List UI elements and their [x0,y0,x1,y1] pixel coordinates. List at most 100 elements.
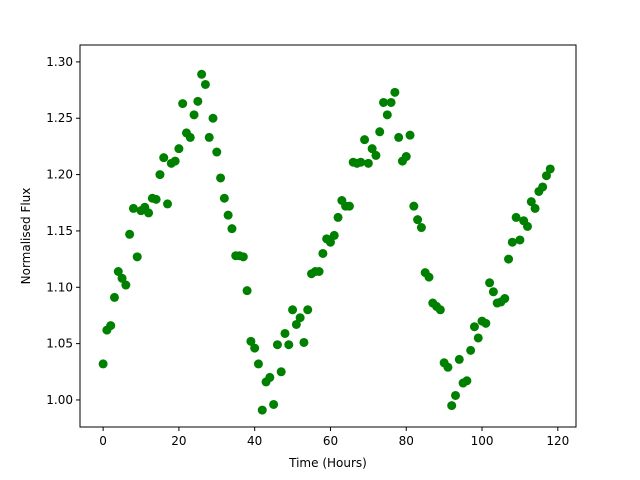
point [329,230,339,240]
point [212,147,222,157]
point [121,280,131,290]
point [193,96,203,106]
point [132,252,142,262]
point [242,286,252,296]
point [390,87,400,97]
x-tick-label: 80 [399,434,414,448]
x-tick-label: 40 [247,434,262,448]
x-tick-label: 100 [471,434,494,448]
point [511,212,521,222]
point [360,135,370,145]
point [128,203,138,213]
point [276,367,286,377]
point [379,97,389,107]
point [280,328,290,338]
point [208,113,218,123]
y-tick-label: 1.20 [46,168,73,182]
point [409,201,419,211]
point [451,390,461,400]
point [155,170,165,180]
point [504,254,514,264]
point [473,333,483,343]
point [530,203,540,213]
y-tick-label: 1.10 [46,280,73,294]
point [401,152,411,162]
point [185,132,195,142]
point [219,193,229,203]
point [443,362,453,372]
point [356,157,366,167]
y-axis-label: Normalised Flux [19,188,33,285]
point [151,194,161,204]
point [253,359,263,369]
point [144,208,154,218]
point [197,69,207,79]
point [291,319,301,329]
point [394,132,404,142]
point [295,313,305,323]
point [216,173,226,183]
point [485,278,495,288]
point [435,305,445,315]
point [382,110,392,120]
point [507,237,517,247]
point [386,97,396,107]
point [227,224,237,234]
point [481,318,491,328]
point [344,201,354,211]
point [469,322,479,332]
point [117,273,127,283]
point [447,401,457,411]
point [272,340,282,350]
point [454,354,464,364]
point [238,252,248,262]
point [462,376,472,386]
point [200,79,210,89]
point [288,305,298,315]
point [159,153,169,163]
point [163,199,173,209]
point [174,144,184,154]
point [113,266,123,276]
point [299,337,309,347]
point [125,229,135,239]
point [106,321,116,331]
y-tick-label: 1.05 [46,337,73,351]
point [223,210,233,220]
point [204,132,214,142]
point [405,130,415,140]
point [250,343,260,353]
y-tick-label: 1.25 [46,111,73,125]
point [375,127,385,137]
y-tick-label: 1.15 [46,224,73,238]
point [257,405,267,415]
point [522,221,532,231]
y-tick-label: 1.30 [46,55,73,69]
point [538,182,548,192]
point [371,150,381,160]
point [269,399,279,409]
point [416,223,426,233]
x-tick-label: 60 [323,434,338,448]
point [413,215,423,225]
point [284,340,294,350]
point [367,144,377,154]
point [526,197,536,207]
x-axis-label: Time (Hours) [288,456,367,470]
point [109,292,119,302]
point [98,359,108,369]
point [189,110,199,120]
point [170,156,180,166]
point [466,345,476,355]
point [500,294,510,304]
y-tick-label: 1.00 [46,393,73,407]
point [318,248,328,258]
point [541,171,551,181]
point [178,99,188,109]
point [303,305,313,315]
point [515,235,525,245]
point [545,164,555,174]
x-tick-label: 20 [171,434,186,448]
x-tick-label: 120 [546,434,569,448]
